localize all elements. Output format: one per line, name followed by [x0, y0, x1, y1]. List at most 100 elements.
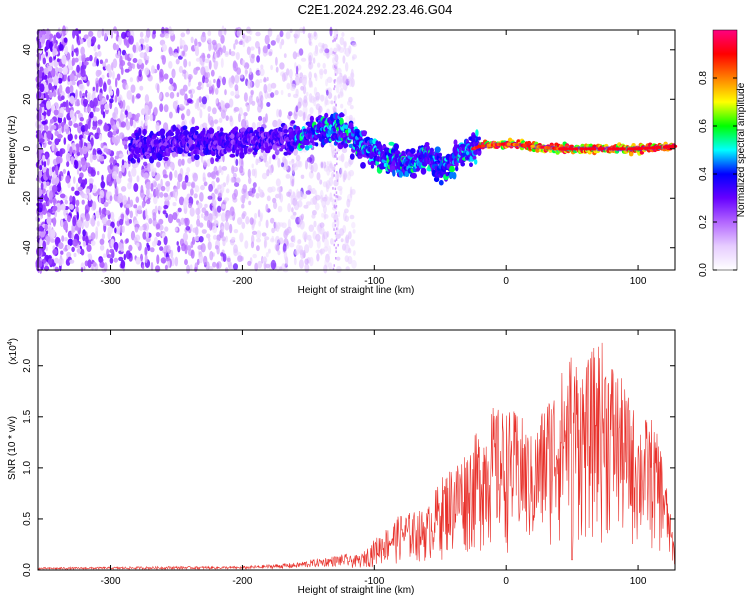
spectrogram-cell — [305, 91, 309, 97]
spectrogram-cell — [107, 131, 113, 138]
spectrogram-cell — [107, 226, 113, 235]
spectrogram-cell — [99, 238, 105, 246]
spectrogram-cell — [424, 142, 430, 147]
spectrogram-cell — [80, 248, 85, 256]
spectrogram-cell — [98, 257, 104, 264]
spectrogram-cell — [334, 110, 336, 114]
spectrogram-cell — [85, 107, 88, 114]
spectrogram-cell — [283, 151, 289, 156]
spectrogram-cell — [329, 47, 334, 56]
spectrogram-cell — [46, 130, 52, 140]
spectrogram-cell — [118, 153, 124, 158]
spectrogram-cell — [177, 207, 182, 213]
spectrogram-cell — [150, 162, 154, 171]
spectrogram-cell — [350, 79, 354, 85]
spectrogram-cell — [304, 139, 310, 146]
spectrogram-cell — [194, 235, 200, 242]
spectrogram-cell — [196, 85, 202, 91]
spectrogram-cell — [178, 104, 184, 109]
spectrogram-cell — [39, 164, 43, 171]
spectrogram-cell — [221, 166, 228, 171]
spectrogram-cell — [207, 195, 213, 200]
spectrogram-cell — [330, 238, 334, 245]
spectrogram-cell — [336, 157, 338, 161]
spectrogram-cell — [334, 199, 336, 203]
spectrogram-cell — [139, 38, 145, 45]
spectrogram-cell — [226, 257, 231, 262]
spectrogram-cell — [164, 226, 169, 232]
spectrogram-cell — [176, 92, 180, 98]
spectrogram-cell — [87, 120, 91, 130]
spectrogram-cell — [45, 91, 48, 99]
spectrogram-cell — [329, 197, 334, 203]
spectrogram-cell — [264, 34, 270, 45]
spectrogram-cell — [43, 125, 49, 131]
spectrogram-cell — [335, 250, 337, 253]
spectrogram-cell — [322, 62, 326, 69]
spectrogram-cell — [569, 147, 575, 151]
spectrogram-cell — [269, 167, 273, 176]
spectrogram-cell — [92, 154, 97, 161]
spectrogram-cell — [221, 204, 226, 209]
spectrogram-cell — [153, 133, 158, 138]
spectrogram-cell — [303, 111, 306, 121]
spectrogram-cell — [429, 147, 434, 153]
spectrogram-cell — [522, 143, 527, 148]
spectrogram-cell — [287, 92, 291, 98]
spectrogram-cell — [46, 100, 51, 110]
spectrogram-cell — [281, 162, 284, 168]
snr-y-scale-base: (x10 — [8, 345, 19, 365]
spectrogram-cell — [315, 233, 321, 242]
spectrogram-cell — [161, 43, 167, 52]
colorbar-tick-label: 0.6 — [698, 119, 709, 133]
spectrogram-cell — [334, 239, 336, 243]
spectrogram-cell — [79, 117, 85, 122]
spectrogram-cell — [156, 254, 160, 265]
spectrogram-cell — [194, 102, 198, 110]
spectrogram-cell — [160, 185, 166, 192]
figure-title: C2E1.2024.292.23.46.G04 — [298, 2, 453, 17]
spectrogram-cell — [98, 155, 105, 162]
spectrogram-cell — [45, 51, 48, 57]
spectrogram-cell — [95, 210, 100, 219]
spectrogram-cell — [292, 191, 296, 198]
spectrogram-cell — [411, 172, 417, 179]
spectrogram-cell — [77, 186, 84, 192]
spectrogram-cell — [243, 62, 250, 70]
spectrogram-cell — [248, 177, 252, 185]
spectrogram-cell — [133, 204, 138, 209]
spectrogram-cell — [275, 244, 280, 252]
spectrogram-cell — [117, 193, 124, 203]
spectrogram-cell — [144, 246, 148, 257]
spectrogram-cell — [323, 231, 328, 240]
snr-x-label: Height of straight line (km) — [298, 585, 415, 596]
spectrogram-cell — [206, 53, 211, 59]
spectrogram-cell — [340, 103, 344, 109]
spectrogram-cell — [102, 61, 107, 67]
spectrogram-cell — [241, 203, 245, 209]
spectrogram-cell — [53, 48, 57, 54]
spectrogram-cell — [370, 164, 375, 169]
spectrogram-cell — [99, 244, 105, 251]
spectrogram-cell — [360, 162, 366, 169]
spectrogram-cell — [393, 143, 400, 150]
spectrogram-cell — [338, 47, 345, 53]
spectrogram-cell — [163, 247, 167, 253]
spectrogram-cell — [51, 141, 55, 152]
spectrogram-cell — [234, 84, 239, 92]
spectrogram-cell — [79, 146, 83, 156]
spectrogram-cell — [388, 141, 395, 146]
spectrogram-cell — [242, 39, 246, 48]
spectrogram-cell — [109, 248, 115, 254]
spectrogram-cell — [298, 48, 304, 56]
spectrogram-cell — [65, 152, 71, 163]
spectrogram-cell — [71, 186, 75, 192]
spectrogram-cell — [316, 172, 321, 181]
spectrogram-cell — [293, 201, 300, 211]
spectrogram-cell — [306, 157, 313, 163]
spectrogram-cell — [127, 177, 132, 183]
spectrogram-cell — [124, 52, 128, 61]
spectrogram-cell — [336, 34, 338, 37]
